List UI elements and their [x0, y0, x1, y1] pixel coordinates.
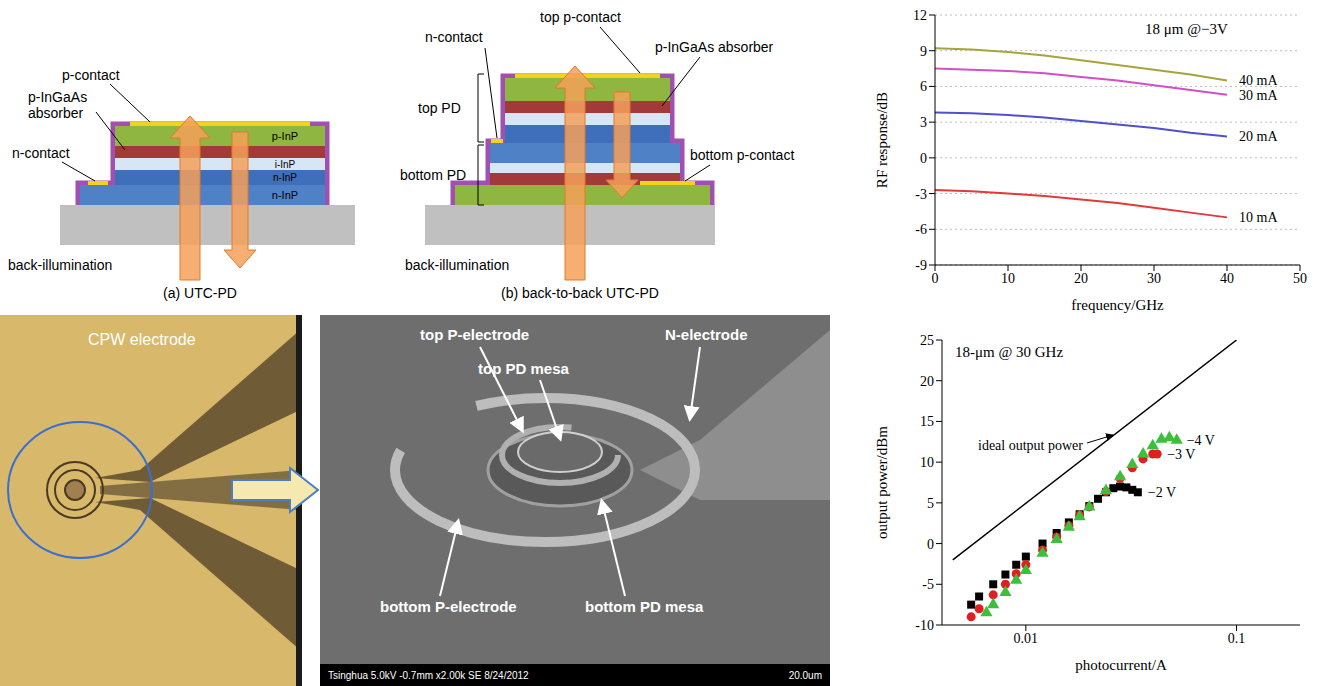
svg-text:40 mA: 40 mA — [1239, 73, 1278, 88]
svg-text:top p-contact: top p-contact — [540, 9, 621, 25]
svg-text:10: 10 — [1001, 271, 1015, 286]
svg-text:photocurrent/A: photocurrent/A — [1075, 657, 1167, 673]
svg-text:-6: -6 — [915, 222, 927, 237]
svg-text:p-contact: p-contact — [62, 67, 120, 83]
svg-text:30: 30 — [1147, 271, 1161, 286]
svg-text:n-InP: n-InP — [273, 172, 297, 183]
svg-text:−4 V: −4 V — [1187, 433, 1215, 448]
svg-text:bottom PD mesa: bottom PD mesa — [585, 598, 704, 615]
svg-text:p-InGaAsabsorber: p-InGaAsabsorber — [28, 89, 87, 121]
svg-text:25: 25 — [920, 333, 934, 348]
svg-text:ideal output power: ideal output power — [978, 438, 1083, 453]
svg-text:top PD: top PD — [418, 100, 461, 116]
svg-text:(b) back-to-back UTC-PD: (b) back-to-back UTC-PD — [501, 285, 659, 301]
svg-text:0: 0 — [927, 537, 934, 552]
svg-text:Tsinghua 5.0kV -0.7mm x2.00k S: Tsinghua 5.0kV -0.7mm x2.00k SE 8/24/201… — [328, 670, 529, 681]
svg-text:0: 0 — [932, 271, 939, 286]
svg-text:frequency/GHz: frequency/GHz — [1071, 297, 1164, 313]
svg-text:n-contact: n-contact — [425, 29, 483, 45]
svg-text:−3 V: −3 V — [1167, 447, 1195, 462]
svg-text:20: 20 — [1074, 271, 1088, 286]
svg-text:6: 6 — [920, 79, 927, 94]
svg-text:50: 50 — [1293, 271, 1307, 286]
svg-text:p-InGaAs absorber: p-InGaAs absorber — [655, 39, 774, 55]
svg-text:i-InP: i-InP — [275, 159, 296, 170]
svg-text:20: 20 — [920, 374, 934, 389]
svg-text:CPW electrode: CPW electrode — [88, 331, 196, 348]
svg-text:bottom p-contact: bottom p-contact — [690, 147, 794, 163]
svg-text:bottom P-electrode: bottom P-electrode — [380, 598, 517, 615]
svg-text:back-illumination: back-illumination — [405, 257, 509, 273]
svg-text:0.1: 0.1 — [1228, 631, 1246, 646]
svg-text:30 mA: 30 mA — [1239, 88, 1278, 103]
svg-text:output power/dBm: output power/dBm — [875, 426, 890, 539]
svg-text:-5: -5 — [922, 577, 934, 592]
svg-text:3: 3 — [920, 115, 927, 130]
svg-text:-9: -9 — [915, 258, 927, 273]
svg-text:back-illumination: back-illumination — [8, 257, 112, 273]
svg-text:10: 10 — [920, 455, 934, 470]
svg-text:top PD mesa: top PD mesa — [478, 360, 570, 377]
svg-text:top P-electrode: top P-electrode — [420, 326, 529, 343]
svg-text:−2 V: −2 V — [1148, 485, 1176, 500]
svg-text:n-contact: n-contact — [12, 145, 70, 161]
html-text:18-μm @ 30 GHz: 18-μm @ 30 GHz — [955, 344, 1064, 360]
svg-text:bottom PD: bottom PD — [400, 167, 466, 183]
svg-text:0.01: 0.01 — [1014, 631, 1039, 646]
svg-text:15: 15 — [920, 414, 934, 429]
svg-text:20 mA: 20 mA — [1239, 129, 1278, 144]
svg-text:10 mA: 10 mA — [1239, 210, 1278, 225]
svg-text:(a) UTC-PD: (a) UTC-PD — [163, 285, 237, 301]
svg-text:p-InP: p-InP — [272, 130, 298, 142]
svg-text:20.0um: 20.0um — [789, 670, 822, 681]
html-text:18 μm @−3V: 18 μm @−3V — [1145, 21, 1228, 37]
svg-text:-3: -3 — [915, 187, 927, 202]
svg-text:12: 12 — [913, 8, 927, 23]
svg-text:40: 40 — [1220, 271, 1234, 286]
svg-text:0: 0 — [920, 151, 927, 166]
svg-text:N-electrode: N-electrode — [665, 326, 748, 343]
svg-text:RF response/dB: RF response/dB — [875, 92, 890, 188]
svg-text:9: 9 — [920, 44, 927, 59]
svg-text:n-InP: n-InP — [272, 189, 298, 201]
svg-text:5: 5 — [927, 496, 934, 511]
svg-text:-10: -10 — [915, 618, 934, 633]
